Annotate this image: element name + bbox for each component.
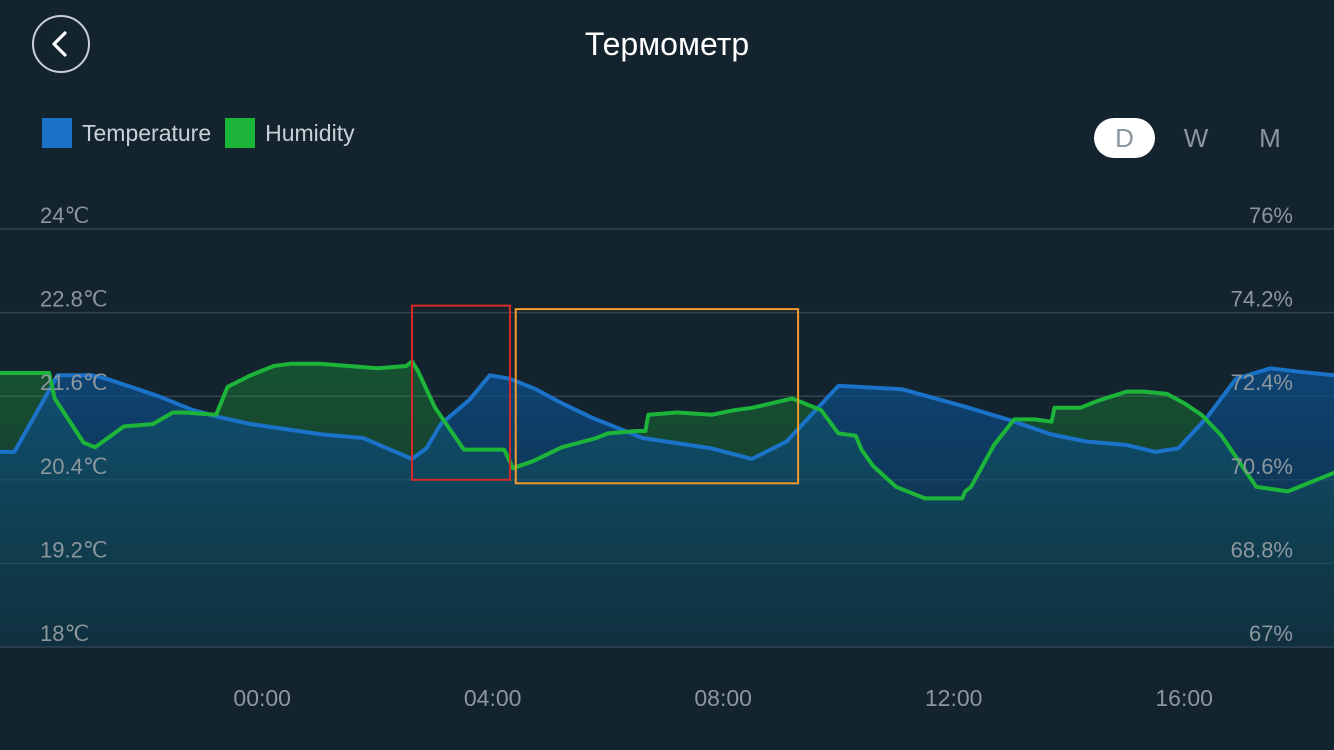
- chart-legend: Temperature Humidity: [42, 117, 369, 149]
- series-line-humidity: [0, 359, 1334, 501]
- tab-week[interactable]: W: [1183, 123, 1209, 153]
- y-left-tick-label: 24℃: [40, 203, 89, 228]
- y-left-tick-label: 19.2℃: [40, 537, 108, 562]
- highlight-box-orange: [514, 308, 800, 485]
- y-right-tick-label: 72.4%: [1231, 370, 1293, 395]
- x-tick-label: 00:00: [233, 685, 291, 711]
- y-left-tick-label: 18℃: [40, 621, 89, 646]
- y-left-tick-label: 22.8℃: [40, 287, 108, 312]
- legend-item-humidity: Humidity: [225, 118, 355, 148]
- y-right-tick-label: 70.6%: [1231, 454, 1293, 479]
- series-line-temperature: [0, 366, 1334, 461]
- y-right-tick-label: 76%: [1249, 203, 1293, 228]
- legend-label-humidity: Humidity: [265, 119, 355, 146]
- x-tick-label: 08:00: [694, 685, 752, 711]
- y-left-tick-label: 21.6℃: [40, 370, 108, 395]
- y-right-tick-label: 68.8%: [1231, 537, 1293, 562]
- page-title: Термометр: [584, 26, 750, 62]
- x-tick-label: 04:00: [464, 685, 522, 711]
- chevron-left-icon: [52, 31, 67, 57]
- highlight-box-red: [411, 304, 511, 481]
- y-left-tick-label: 20.4℃: [40, 454, 108, 479]
- legend-swatch-temperature: [42, 118, 72, 148]
- legend-swatch-humidity: [225, 118, 256, 148]
- tab-month[interactable]: M: [1259, 123, 1281, 153]
- y-right-tick-label: 74.2%: [1231, 287, 1293, 312]
- tab-day[interactable]: D: [1094, 118, 1155, 158]
- range-tabs: D W M: [1094, 118, 1294, 158]
- y-right-tick-label: 67%: [1249, 621, 1293, 646]
- x-tick-label: 12:00: [925, 685, 983, 711]
- legend-item-temperature: Temperature: [42, 118, 211, 148]
- back-button[interactable]: [32, 15, 90, 73]
- x-tick-label: 16:00: [1155, 685, 1213, 711]
- legend-label-temperature: Temperature: [82, 119, 212, 146]
